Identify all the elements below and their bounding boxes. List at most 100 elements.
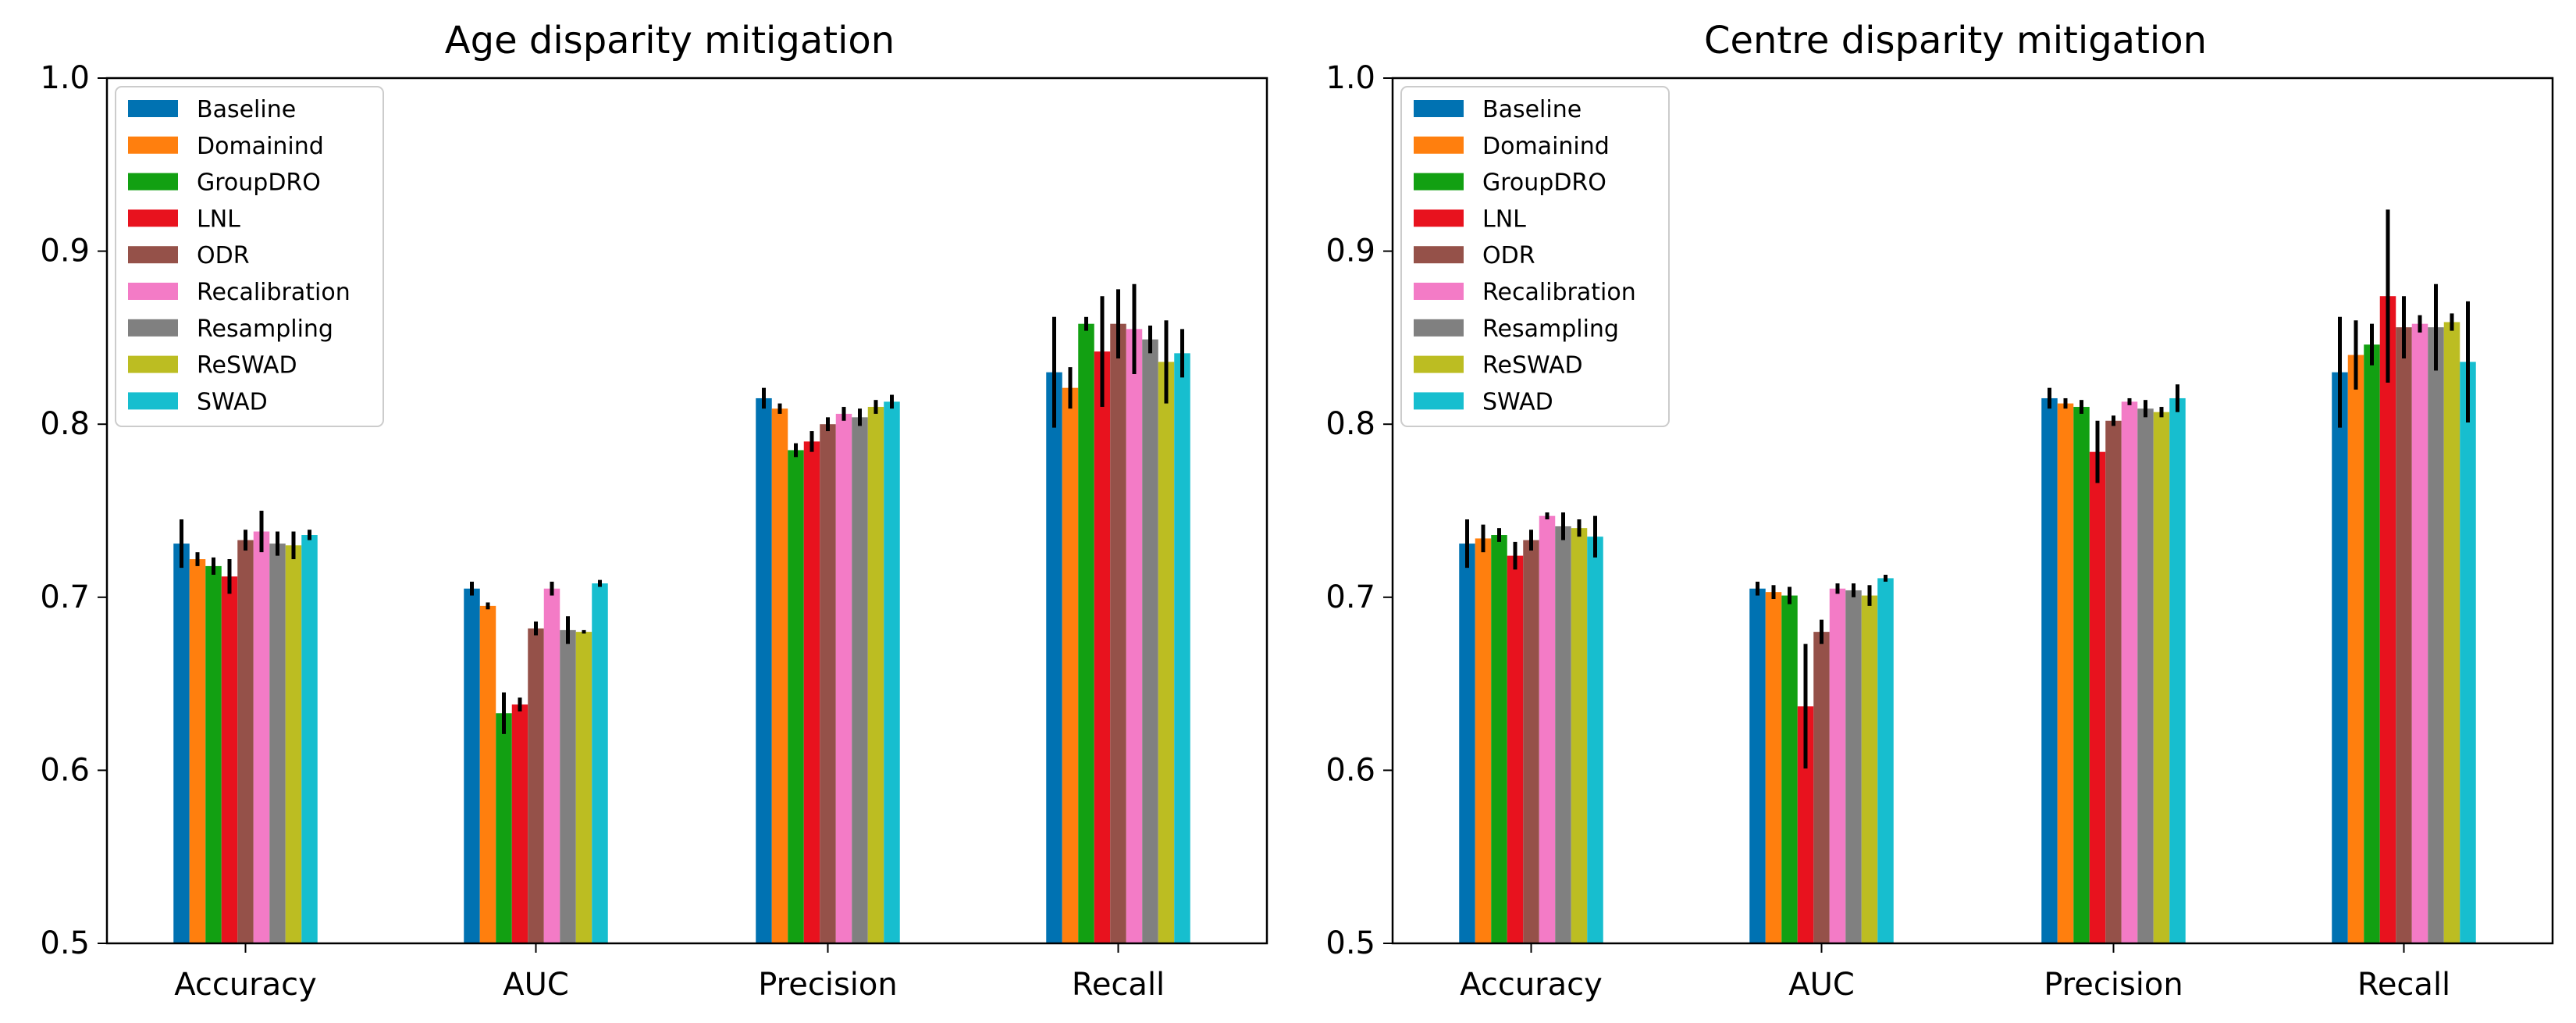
bar-resampling-auc bbox=[560, 629, 576, 943]
x-tick-recall: Recall bbox=[2357, 943, 2450, 1003]
x-tick-label: AUC bbox=[503, 967, 569, 1003]
legend-item: Recalibration bbox=[128, 279, 350, 306]
bar-resampling-precision bbox=[852, 417, 868, 943]
bar-swad-recall bbox=[1174, 353, 1190, 944]
legend-label: ODR bbox=[1482, 242, 1535, 269]
y-tick-5: 1.0 bbox=[40, 60, 107, 96]
bar-domainind-accuracy bbox=[189, 559, 206, 943]
legend-label: LNL bbox=[1482, 205, 1526, 233]
y-tick-0: 0.5 bbox=[1325, 925, 1393, 961]
legend-swatch bbox=[128, 319, 178, 337]
y-tick-label: 0.7 bbox=[40, 579, 90, 615]
legend-label: SWAD bbox=[1482, 388, 1553, 415]
legend-swatch bbox=[1414, 173, 1464, 191]
legend-label: Domainind bbox=[1482, 133, 1610, 160]
bar-swad-precision bbox=[884, 401, 900, 943]
legend-item: GroupDRO bbox=[128, 169, 321, 197]
y-tick-label: 0.6 bbox=[40, 752, 90, 788]
bar-baseline-precision bbox=[756, 397, 772, 944]
bar-odr-accuracy bbox=[237, 540, 254, 943]
x-tick-label: AUC bbox=[1788, 967, 1855, 1003]
bar-baseline-auc bbox=[1749, 588, 1766, 943]
bar-swad-auc bbox=[592, 583, 608, 943]
bar-resampling-recall bbox=[2428, 327, 2444, 944]
bar-baseline-auc bbox=[464, 588, 480, 943]
x-tick-recall: Recall bbox=[1072, 943, 1165, 1003]
bar-swad-auc bbox=[1877, 578, 1894, 943]
legend-item: LNL bbox=[1414, 205, 1526, 233]
legend-label: ReSWAD bbox=[197, 352, 297, 380]
legend-item: Recalibration bbox=[1414, 279, 1636, 306]
legend-swatch bbox=[1414, 209, 1464, 227]
legend-label: Domainind bbox=[197, 133, 324, 160]
y-tick-1: 0.6 bbox=[40, 752, 107, 788]
bar-baseline-accuracy bbox=[1459, 544, 1475, 943]
y-tick-2: 0.7 bbox=[1325, 579, 1393, 615]
bar-resampling-accuracy bbox=[269, 544, 286, 943]
legend-item: ODR bbox=[128, 242, 250, 269]
legend-swatch bbox=[128, 392, 178, 410]
x-tick-label: Recall bbox=[2357, 967, 2450, 1003]
error-bars-group bbox=[180, 283, 1184, 734]
x-axis: Accuracy AUC Precision Recall bbox=[174, 943, 1165, 1003]
bar-groupdro-recall bbox=[1078, 323, 1094, 943]
legend-label: GroupDRO bbox=[1482, 169, 1606, 197]
legend-label: LNL bbox=[197, 205, 240, 233]
legend-item: Resampling bbox=[128, 315, 333, 343]
bar-lnl-recall bbox=[2379, 296, 2396, 944]
y-tick-2: 0.7 bbox=[40, 579, 107, 615]
plot-frame bbox=[105, 77, 1268, 945]
bar-lnl-precision bbox=[2089, 451, 2106, 943]
x-tick-precision: Precision bbox=[758, 943, 898, 1003]
legend-label: Resampling bbox=[197, 315, 333, 343]
legend-box bbox=[1400, 86, 1670, 427]
x-tick-accuracy: Accuracy bbox=[1460, 943, 1603, 1003]
bar-reswad-accuracy bbox=[285, 545, 302, 943]
bar-groupdro-auc bbox=[1781, 595, 1798, 943]
legend: Baseline Domainind GroupDRO LNL ODR Reca… bbox=[115, 86, 384, 427]
legend-item: ReSWAD bbox=[128, 352, 297, 380]
bar-odr-precision bbox=[2105, 420, 2122, 943]
bar-recalibration-accuracy bbox=[253, 531, 270, 943]
legend-item: SWAD bbox=[128, 388, 268, 415]
legend-swatch bbox=[128, 100, 178, 117]
legend-item: Baseline bbox=[128, 96, 296, 123]
bar-swad-accuracy bbox=[1587, 536, 1603, 943]
bar-reswad-auc bbox=[575, 632, 592, 943]
x-tick-label: Precision bbox=[2044, 967, 2183, 1003]
bar-domainind-precision bbox=[2057, 403, 2074, 943]
bar-reswad-precision bbox=[867, 407, 884, 943]
y-tick-label: 0.5 bbox=[40, 925, 90, 961]
y-tick-1: 0.6 bbox=[1325, 752, 1393, 788]
legend-item: Domainind bbox=[1414, 133, 1610, 160]
legend-swatch bbox=[1414, 355, 1464, 373]
legend-swatch bbox=[1414, 392, 1464, 410]
legend-item: SWAD bbox=[1414, 388, 1553, 415]
bar-lnl-precision bbox=[803, 441, 820, 943]
bar-reswad-recall bbox=[1158, 362, 1175, 943]
legend-item: ODR bbox=[1414, 242, 1535, 269]
legend-label: ODR bbox=[197, 242, 250, 269]
bar-resampling-precision bbox=[2137, 408, 2154, 943]
bar-groupdro-accuracy bbox=[1491, 535, 1507, 943]
x-axis: Accuracy AUC Precision Recall bbox=[1460, 943, 2450, 1003]
legend-swatch bbox=[128, 283, 178, 300]
bar-odr-auc bbox=[1813, 632, 1830, 943]
error-bars-group bbox=[1465, 209, 2470, 769]
legend-swatch bbox=[1414, 283, 1464, 300]
legend-label: Baseline bbox=[197, 96, 296, 123]
bar-domainind-recall bbox=[2347, 355, 2364, 943]
bar-resampling-recall bbox=[1142, 339, 1158, 943]
legend-label: Resampling bbox=[1482, 315, 1619, 343]
bars-group bbox=[173, 323, 1190, 944]
bar-reswad-precision bbox=[2153, 412, 2170, 943]
legend-swatch bbox=[128, 173, 178, 191]
legend-item: GroupDRO bbox=[1414, 169, 1606, 197]
y-tick-label: 0.8 bbox=[1325, 406, 1375, 442]
chart-age-disparity: Age disparity mitigation 0.5 0.6 0.7 0.8… bbox=[40, 19, 1268, 1003]
bar-domainind-precision bbox=[771, 408, 788, 943]
bar-swad-accuracy bbox=[301, 535, 318, 943]
bar-domainind-auc bbox=[479, 605, 496, 943]
bar-baseline-recall bbox=[2332, 372, 2348, 944]
